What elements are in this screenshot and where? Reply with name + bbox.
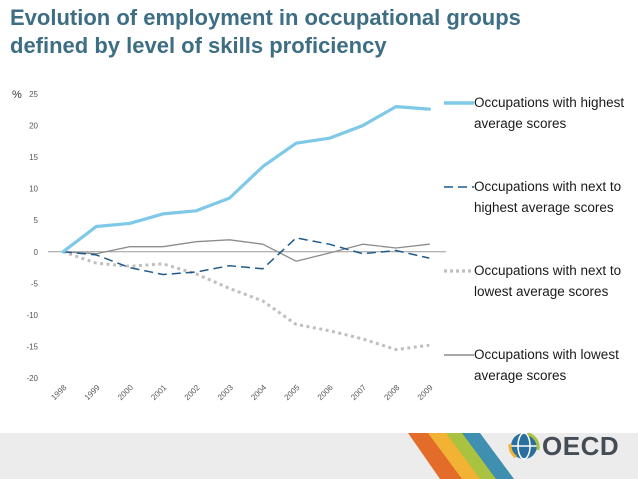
x-tick-label: 2001 [149, 383, 168, 402]
y-tick-label: 10 [29, 185, 38, 194]
legend-label-next-highest: Occupations with next to highest average… [474, 179, 622, 215]
x-tick-label: 1999 [83, 383, 102, 402]
y-tick-label: 15 [29, 153, 38, 162]
legend-label-lowest: Occupations with lowest average scores [474, 347, 619, 383]
y-tick-label: 25 [29, 90, 38, 99]
legend-swatch-highest [444, 101, 474, 105]
oecd-logo: OECD [508, 426, 630, 466]
series-line-1 [62, 237, 430, 276]
y-tick-label: -15 [26, 342, 38, 351]
slide-title: Evolution of employment in occupational … [10, 4, 570, 60]
x-tick-label: 2009 [416, 383, 435, 402]
series-line-2 [62, 250, 430, 352]
y-tick-label: -20 [26, 374, 38, 383]
legend-item-lowest: Occupations with lowest average scores [444, 344, 634, 414]
stripe-teal [462, 433, 514, 479]
series-line-0 [61, 104, 431, 254]
x-tick-label: 2006 [316, 383, 335, 402]
y-tick-label: -10 [26, 311, 38, 320]
x-tick-label: 2008 [382, 383, 401, 402]
x-tick-label: 2000 [116, 383, 135, 402]
x-tick-label: 2004 [249, 383, 268, 402]
title-line-1: Evolution of employment in occupational … [10, 5, 521, 30]
x-tick-label: 2003 [216, 383, 235, 402]
legend-label-highest: Occupations with highest average scores [474, 95, 625, 131]
y-axis-label: % [12, 89, 22, 101]
logo-text: OECD [542, 431, 620, 461]
chart-series [61, 104, 431, 352]
title-line-2: defined by level of skills proficiency [10, 33, 387, 58]
legend-item-next-lowest: Occupations with next to lowest average … [444, 260, 634, 330]
legend-item-next-highest: Occupations with next to highest average… [444, 176, 634, 246]
globe-icon [508, 432, 540, 460]
legend-swatch-next-highest [444, 186, 474, 188]
legend-swatch-lowest [444, 354, 474, 356]
x-tick-label: 2007 [349, 383, 368, 402]
legend-label-next-lowest: Occupations with next to lowest average … [474, 263, 622, 299]
footer-stripes [408, 433, 514, 479]
y-tick-label: 20 [29, 122, 38, 131]
stripe-green [446, 433, 500, 479]
x-tick-label: 1998 [49, 383, 68, 402]
y-tick-label: -5 [31, 279, 39, 288]
x-tick-label: 2005 [283, 383, 302, 402]
series-line-3 [62, 239, 430, 262]
y-tick-label: 0 [34, 248, 39, 257]
legend-item-highest: Occupations with highest average scores [444, 92, 634, 162]
x-tick-label: 2002 [183, 383, 202, 402]
y-tick-label: 5 [34, 216, 39, 225]
legend-swatch-next-lowest [444, 269, 474, 273]
